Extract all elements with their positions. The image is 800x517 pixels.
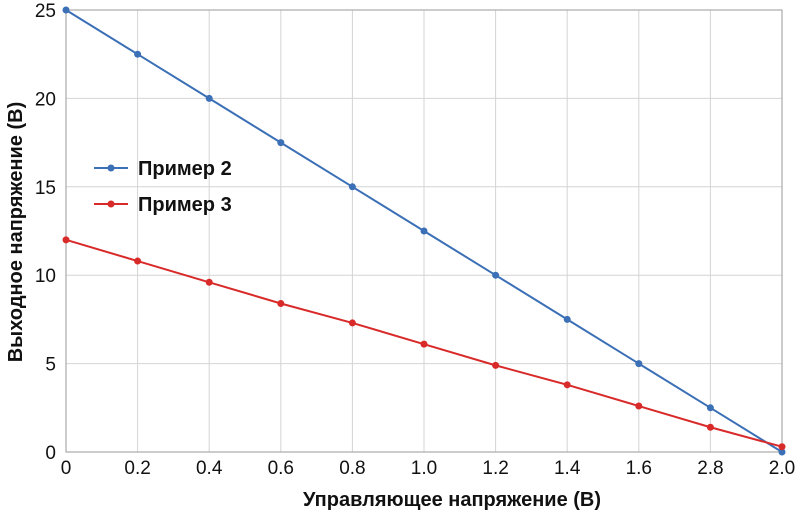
- y-tick-labels: 0 5 10 15 20 25: [35, 1, 56, 464]
- x-tick-labels: 0 0.2 0.4 0.6 0.8 1.0 1.2 1.4 1.6 2.8 2.0: [61, 458, 796, 479]
- data-point: [563, 315, 571, 323]
- data-point: [62, 236, 70, 244]
- data-point: [134, 50, 142, 58]
- series-2: [62, 236, 786, 451]
- series-layer: [62, 6, 786, 456]
- x-tick-label: 0.4: [196, 458, 223, 479]
- data-point: [205, 278, 213, 286]
- data-point: [492, 361, 500, 369]
- y-axis-title: Выходное напряжение (В): [5, 102, 27, 363]
- plot-area-border: [65, 9, 783, 453]
- x-axis-title: Управляющее напряжение (В): [303, 489, 601, 511]
- legend: Пример 2 Пример 3: [94, 158, 232, 216]
- x-tick-label: 1.2: [482, 458, 508, 479]
- data-point: [706, 423, 714, 431]
- data-point: [205, 94, 213, 102]
- data-point: [348, 183, 356, 191]
- x-tick-label: 0: [61, 458, 72, 479]
- data-point: [635, 360, 643, 368]
- x-tick-label: 2.0: [769, 458, 795, 479]
- x-tick-label: 0.8: [339, 458, 365, 479]
- x-tick-label: 1.4: [554, 458, 581, 479]
- x-tick-label: 1.0: [411, 458, 437, 479]
- data-point: [277, 139, 285, 147]
- y-tick-label: 10: [35, 266, 56, 287]
- legend-item-2: Пример 3: [94, 194, 232, 216]
- y-tick-label: 0: [45, 443, 56, 464]
- data-point: [277, 299, 285, 307]
- data-point: [420, 227, 428, 235]
- y-tick-label: 25: [35, 1, 56, 22]
- legend-label: Пример 2: [138, 158, 232, 180]
- x-tick-label: 0.2: [124, 458, 150, 479]
- data-point: [420, 340, 428, 348]
- x-tick-label: 1.6: [626, 458, 652, 479]
- y-tick-label: 20: [35, 89, 56, 110]
- data-point: [348, 319, 356, 327]
- y-tick-label: 15: [35, 178, 56, 199]
- series-1: [62, 6, 786, 456]
- x-tick-label: 2.8: [697, 458, 723, 479]
- data-point: [778, 448, 786, 456]
- legend-marker: [107, 200, 115, 208]
- data-point: [134, 257, 142, 265]
- y-tick-label: 5: [45, 355, 56, 376]
- data-point: [635, 402, 643, 410]
- data-point: [778, 443, 786, 451]
- legend-marker: [107, 164, 115, 172]
- legend-item-1: Пример 2: [94, 158, 232, 180]
- data-point: [706, 404, 714, 412]
- data-point: [492, 271, 500, 279]
- data-point: [62, 6, 70, 14]
- data-point: [563, 381, 571, 389]
- x-tick-label: 0.6: [268, 458, 294, 479]
- legend-label: Пример 3: [138, 194, 232, 216]
